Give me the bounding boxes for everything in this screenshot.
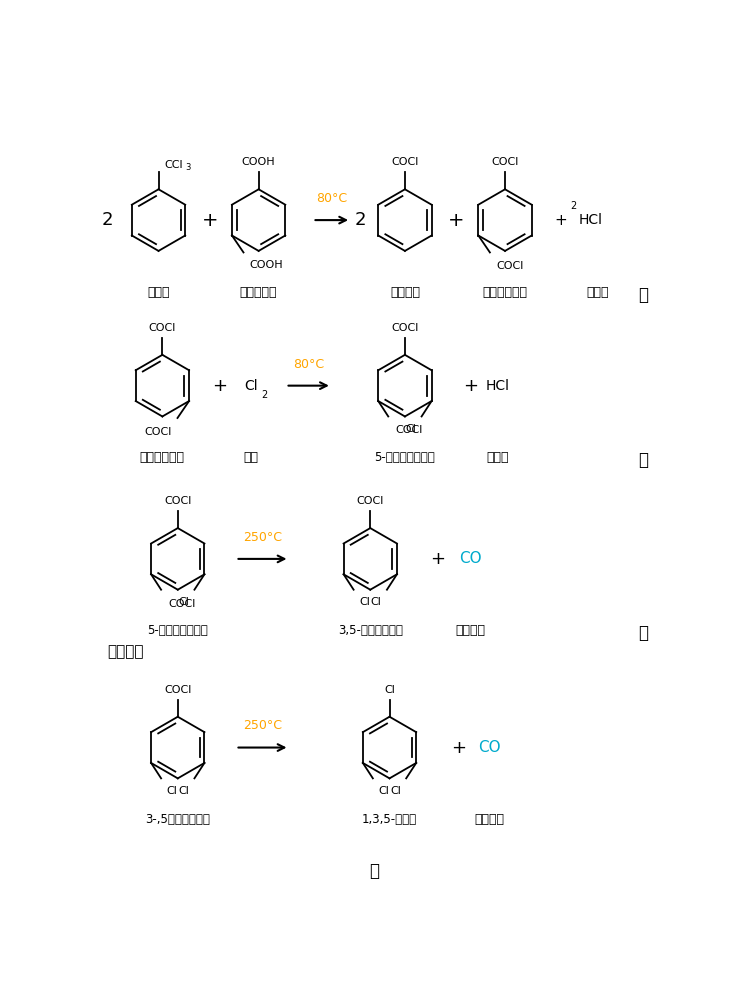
- Text: COCl: COCl: [356, 496, 384, 506]
- Text: 三氯苯: 三氯苯: [147, 286, 170, 299]
- Text: ；: ；: [639, 624, 649, 642]
- Text: HCl: HCl: [485, 379, 510, 393]
- Text: 5-氯间苯二甲酰氯: 5-氯间苯二甲酰氯: [374, 451, 435, 464]
- Text: Cl: Cl: [384, 685, 395, 695]
- Text: HCl: HCl: [578, 213, 602, 227]
- Text: Cl: Cl: [244, 379, 258, 393]
- Text: 2: 2: [570, 201, 577, 211]
- Text: +: +: [431, 550, 445, 568]
- Text: Cl: Cl: [359, 597, 370, 607]
- Text: +: +: [451, 739, 466, 757]
- Text: COCl: COCl: [145, 427, 172, 437]
- Text: CCl: CCl: [165, 160, 183, 170]
- Text: COCl: COCl: [164, 496, 191, 506]
- Text: 氯化氢: 氯化氢: [486, 451, 509, 464]
- Text: COCl: COCl: [164, 685, 191, 695]
- Text: COOH: COOH: [242, 157, 275, 167]
- Text: CO: CO: [478, 740, 501, 755]
- Text: 250°C: 250°C: [243, 719, 282, 732]
- Text: 一氧化碳: 一氧化碳: [474, 813, 504, 826]
- Text: Cl: Cl: [178, 786, 189, 796]
- Text: 5-氯间苯二甲酰氯: 5-氯间苯二甲酰氯: [147, 624, 208, 637]
- Text: 间苯二甲酰氯: 间苯二甲酰氯: [140, 451, 185, 464]
- Text: 3-,5二氯苯甲酰氯: 3-,5二氯苯甲酰氯: [145, 813, 210, 826]
- Text: +: +: [448, 211, 465, 230]
- Text: 80°C: 80°C: [316, 192, 347, 205]
- Text: ；: ；: [639, 451, 649, 469]
- Text: 氯化氢: 氯化氢: [586, 286, 609, 299]
- Text: COCl: COCl: [496, 261, 523, 271]
- Text: Cl: Cl: [405, 424, 416, 434]
- Text: COCl: COCl: [395, 425, 423, 435]
- Text: 2: 2: [261, 390, 267, 400]
- Text: Cl: Cl: [166, 786, 177, 796]
- Text: COCl: COCl: [391, 323, 418, 333]
- Text: 。: 。: [369, 862, 379, 880]
- Text: 氯气: 氯气: [243, 451, 258, 464]
- Text: COOH: COOH: [249, 260, 283, 270]
- Text: +: +: [202, 211, 218, 230]
- Text: Cl: Cl: [371, 597, 382, 607]
- Text: 一氧化碳: 一氧化碳: [456, 624, 485, 637]
- Text: COCl: COCl: [391, 157, 418, 167]
- Text: 1,3,5-三氯苯: 1,3,5-三氯苯: [362, 813, 417, 826]
- Text: 苯甲酰氯: 苯甲酰氯: [390, 286, 420, 299]
- Text: 2: 2: [101, 211, 112, 229]
- Text: 3,5-二氯苯甲酰氯: 3,5-二氯苯甲酰氯: [338, 624, 403, 637]
- Text: COCl: COCl: [491, 157, 519, 167]
- Text: 2: 2: [355, 211, 366, 229]
- Text: 80°C: 80°C: [293, 358, 324, 371]
- Text: 间苯二甲酸: 间苯二甲酸: [240, 286, 277, 299]
- Text: 间苯二甲酰氯: 间苯二甲酰氯: [483, 286, 528, 299]
- Text: Cl: Cl: [390, 786, 401, 796]
- Text: COCl: COCl: [149, 323, 176, 333]
- Text: +: +: [212, 377, 228, 395]
- Text: +: +: [555, 213, 568, 228]
- Text: CO: CO: [459, 551, 482, 566]
- Text: 250°C: 250°C: [243, 531, 282, 544]
- Text: 副反应：: 副反应：: [107, 644, 143, 659]
- Text: Cl: Cl: [178, 597, 189, 607]
- Text: 3: 3: [185, 163, 191, 172]
- Text: +: +: [463, 377, 478, 395]
- Text: Cl: Cl: [378, 786, 389, 796]
- Text: COCl: COCl: [168, 599, 196, 609]
- Text: ；: ；: [639, 286, 649, 304]
